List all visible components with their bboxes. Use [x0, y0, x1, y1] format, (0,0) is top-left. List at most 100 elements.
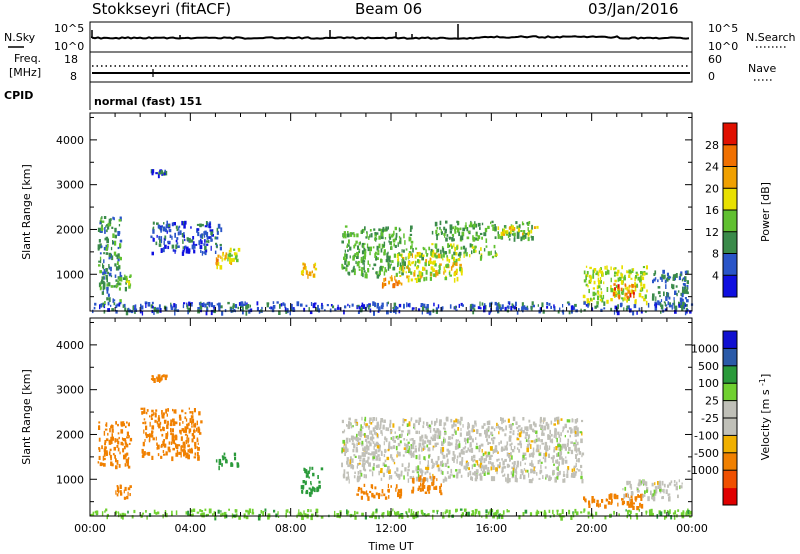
range-gate-cell: [543, 425, 546, 430]
range-gate-cell: [573, 428, 575, 434]
range-gate-cell: [449, 230, 452, 234]
range-gate-cell: [387, 427, 390, 432]
range-gate-cell: [523, 474, 526, 480]
range-gate-cell: [123, 454, 126, 460]
range-gate-cell: [433, 428, 436, 432]
range-gate-cell: [473, 304, 476, 308]
range-gate-cell: [481, 222, 484, 226]
range-gate-cell: [627, 492, 629, 498]
range-gate-cell: [657, 481, 659, 485]
range-gate-cell: [487, 425, 490, 430]
range-gate-cell: [155, 436, 157, 441]
range-gate-cell: [372, 301, 375, 306]
range-gate-cell: [308, 307, 310, 312]
range-gate-cell: [480, 468, 482, 472]
range-gate-cell: [171, 438, 175, 442]
range-gate-cell: [383, 241, 386, 247]
range-gate-cell: [430, 273, 432, 277]
range-gate-cell: [115, 266, 119, 271]
range-gate-cell: [480, 472, 482, 478]
range-gate-cell: [311, 270, 313, 274]
range-gate-cell: [199, 223, 202, 228]
range-gate-cell: [432, 434, 434, 438]
range-gate-cell: [640, 503, 644, 509]
range-gate-cell: [409, 233, 413, 236]
range-gate-cell: [536, 472, 538, 476]
range-gate-cell: [103, 430, 106, 436]
range-gate-cell: [261, 306, 263, 309]
range-gate-cell: [330, 304, 333, 307]
range-gate-cell: [606, 287, 609, 292]
range-gate-cell: [213, 306, 215, 310]
range-gate-cell: [544, 457, 547, 463]
range-gate-cell: [386, 255, 389, 261]
range-gate-cell: [183, 234, 185, 239]
range-gate-cell: [511, 303, 514, 309]
range-gate-cell: [443, 271, 445, 275]
range-gate-cell: [380, 451, 383, 456]
range-gate-cell: [350, 465, 353, 469]
range-gate-cell: [386, 456, 390, 461]
range-gate-cell: [456, 276, 459, 282]
range-gate-cell: [662, 269, 665, 274]
range-gate-cell: [436, 418, 438, 423]
range-gate-cell: [447, 243, 450, 248]
range-gate-cell: [405, 443, 408, 449]
range-gate-cell: [429, 257, 432, 261]
range-gate-cell: [566, 444, 569, 447]
range-gate-cell: [610, 298, 613, 302]
range-gate-cell: [125, 425, 127, 428]
range-gate-cell: [574, 473, 576, 478]
range-gate-cell: [521, 458, 524, 461]
range-gate-cell: [423, 247, 426, 251]
range-gate-cell: [378, 446, 381, 452]
range-gate-cell: [129, 437, 133, 442]
range-gate-cell: [629, 483, 632, 488]
range-gate-cell: [269, 306, 272, 309]
y-tick-label: 3000: [56, 179, 84, 192]
range-gate-cell: [116, 445, 119, 448]
range-gate-cell: [532, 477, 534, 481]
range-gate-cell: [182, 304, 185, 309]
range-gate-cell: [406, 449, 410, 453]
range-gate-cell: [525, 426, 529, 432]
range-gate-cell: [365, 423, 368, 426]
range-gate-cell: [356, 261, 360, 267]
range-gate-cell: [653, 278, 656, 282]
range-gate-cell: [364, 273, 368, 279]
range-gate-cell: [243, 303, 247, 306]
range-gate-cell: [100, 217, 102, 221]
range-gate-cell: [446, 255, 448, 258]
range-gate-cell: [487, 441, 490, 445]
range-gate-cell: [432, 478, 435, 483]
range-gate-cell: [477, 306, 481, 310]
range-gate-cell: [639, 280, 641, 283]
range-gate-cell: [393, 461, 396, 465]
range-gate-cell: [510, 423, 513, 428]
range-gate-cell: [519, 474, 522, 478]
range-gate-cell: [530, 452, 534, 456]
range-gate-cell: [99, 256, 102, 260]
range-gate-cell: [450, 266, 453, 271]
scatter-region: [356, 483, 403, 501]
range-gate-cell: [418, 478, 421, 482]
y-tick-label: 3000: [56, 384, 84, 397]
range-gate-cell: [124, 463, 127, 467]
range-gate-cell: [614, 271, 617, 274]
range-gate-cell: [358, 462, 361, 465]
range-gate-cell: [436, 511, 438, 515]
range-gate-cell: [158, 425, 161, 429]
range-gate-cell: [530, 479, 533, 484]
range-gate-cell: [115, 490, 117, 495]
range-gate-cell: [523, 237, 525, 240]
range-gate-cell: [638, 292, 642, 298]
range-gate-cell: [628, 497, 631, 502]
range-gate-cell: [685, 309, 688, 314]
range-gate-cell: [166, 424, 169, 429]
range-gate-cell: [248, 309, 251, 314]
range-gate-cell: [103, 246, 107, 251]
range-gate-cell: [501, 428, 505, 432]
date-title: 03/Jan/2016: [588, 0, 679, 18]
range-gate-cell: [553, 449, 556, 453]
range-gate-cell: [154, 412, 157, 418]
